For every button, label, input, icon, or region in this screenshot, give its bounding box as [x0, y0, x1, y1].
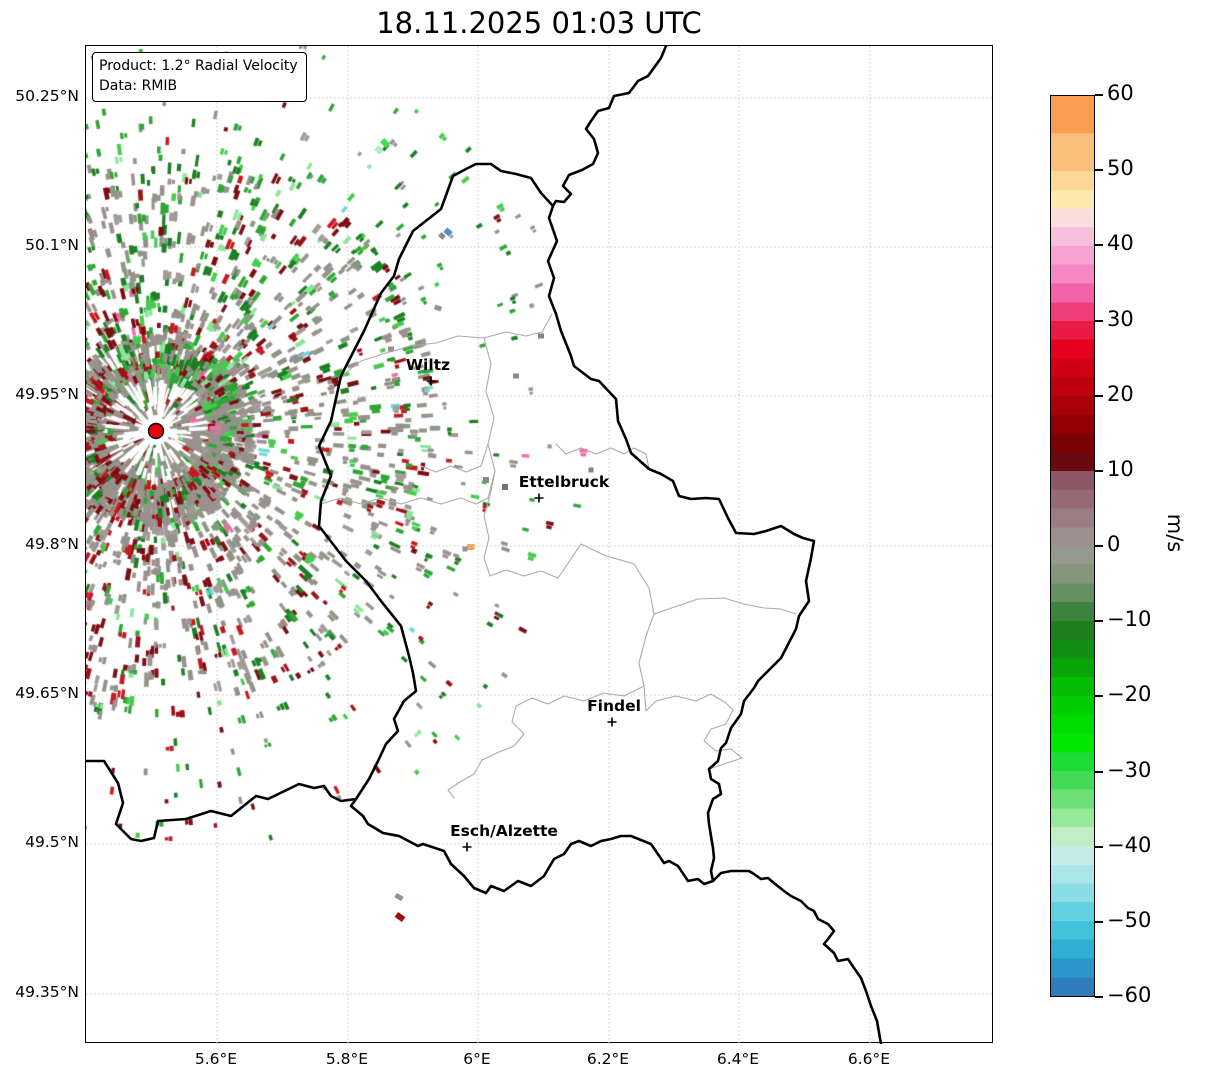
lon-tick-label: 5.8°E [325, 1050, 369, 1068]
radar-speck [388, 346, 394, 352]
plot-title: 18.11.2025 01:03 UTC [376, 6, 702, 40]
colorbar-tick-label: −40 [1107, 832, 1152, 857]
radar-speck [394, 911, 406, 923]
colorbar-tick-label: 0 [1107, 532, 1121, 556]
city-label-esch-alzette: Esch/Alzette [450, 822, 558, 840]
colorbar-tick-label: −20 [1107, 682, 1152, 707]
colorbar-tick-label: −50 [1107, 907, 1152, 932]
colorbar-tick [1095, 920, 1103, 923]
radar-speck [394, 892, 404, 902]
lon-tick-label: 6.4°E [716, 1050, 760, 1068]
lat-tick-label: 49.8°N [25, 535, 79, 553]
radar-speck [513, 373, 519, 379]
radar-speck [462, 546, 468, 552]
map-borders-layer: Wiltz Ettelbruck Findel Esch/Alzette [86, 46, 883, 1044]
product-label: Product: 1.2° Radial Velocity [99, 58, 298, 74]
lat-tick-label: 50.25°N [15, 87, 79, 105]
colorbar-tick [1095, 695, 1103, 698]
colorbar-tick [1095, 845, 1103, 848]
colorbar-tick-label: −30 [1107, 757, 1152, 782]
district-border [447, 685, 645, 799]
lon-tick-label: 6.2°E [586, 1050, 630, 1068]
radar-speck [483, 477, 489, 483]
radar-speck [374, 145, 384, 155]
lat-tick-label: 49.65°N [15, 684, 79, 702]
colorbar-tick [1095, 545, 1103, 547]
colorbar-unit-label: m/s [1163, 513, 1188, 553]
lat-tick-label: 49.5°N [25, 833, 79, 851]
colorbar-tick [1095, 620, 1103, 623]
city-marker-findel [607, 717, 617, 727]
district-border [638, 613, 743, 770]
lon-tick-label: 6.6°E [847, 1050, 891, 1068]
lon-tick-label: 5.6°E [194, 1050, 238, 1068]
radar-speck [502, 484, 508, 490]
city-label-ettelbruck: Ettelbruck [519, 473, 610, 491]
colorbar-tick [1095, 469, 1103, 472]
city-marker-esch-alzette [462, 842, 472, 852]
colorbar-tick [1095, 394, 1103, 397]
country-border [317, 162, 816, 895]
radar-speck [467, 544, 475, 550]
district-border [320, 470, 496, 505]
city-marker-wiltz [426, 376, 436, 386]
radar-speck [588, 467, 594, 473]
radar-speck [443, 227, 453, 237]
colorbar-tick-label: 10 [1107, 456, 1134, 481]
lon-tick-label: 6°E [463, 1050, 491, 1068]
colorbar-tick-label: 40 [1107, 231, 1134, 256]
map-plot-area: Wiltz Ettelbruck Findel Esch/Alzette Produc… [85, 45, 994, 1044]
colorbar-tick [1095, 770, 1103, 773]
colorbar-tick [1095, 996, 1103, 998]
radar-speck [380, 138, 390, 148]
city-marker-ettelbruck [534, 493, 544, 503]
colorbar-tick [1095, 94, 1103, 96]
colorbar-tick-label: −60 [1107, 983, 1152, 1007]
radar-speck [438, 232, 446, 240]
colorbar-tick-label: 30 [1107, 306, 1134, 331]
data-source-label: Data: RMIB [99, 78, 178, 95]
lat-tick-label: 49.35°N [15, 983, 79, 1001]
country-border [711, 869, 883, 1044]
country-border [86, 759, 358, 843]
lat-tick-label: 49.95°N [15, 385, 79, 403]
colorbar-tick-label: 60 [1107, 81, 1134, 105]
country-border [551, 46, 668, 208]
colorbar-tick-label: 50 [1107, 156, 1134, 181]
district-border [489, 543, 797, 615]
colorbar-tick [1095, 319, 1103, 322]
colorbar-tick [1095, 169, 1103, 172]
colorbar-tick [1095, 244, 1103, 247]
radar-speck [538, 333, 544, 339]
district-border [555, 443, 650, 470]
district-border [338, 313, 553, 379]
colorbar-tick-label: 20 [1107, 381, 1134, 406]
product-info-box: Product: 1.2° Radial Velocity Data: RMIB [92, 52, 307, 102]
radar-site-dot [147, 422, 165, 440]
velocity-colorbar [1050, 95, 1095, 997]
city-label-wiltz: Wiltz [406, 356, 450, 374]
district-border [420, 443, 489, 473]
lat-tick-label: 50.1°N [25, 236, 79, 254]
district-border [483, 337, 496, 577]
colorbar-tick-label: −10 [1107, 607, 1152, 632]
radar-speck [433, 304, 443, 312]
city-label-findel: Findel [587, 697, 641, 715]
